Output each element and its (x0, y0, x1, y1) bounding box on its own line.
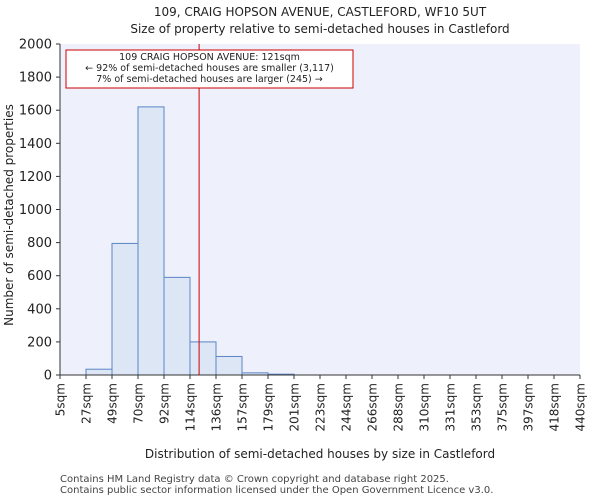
annotation-line3: 7% of semi-detached houses are larger (2… (96, 74, 323, 85)
x-tick-label: 136sqm (210, 383, 224, 431)
footer-line1: Contains HM Land Registry data © Crown c… (60, 474, 449, 485)
y-tick-label: 1800 (19, 71, 52, 86)
x-tick-label: 266sqm (366, 383, 380, 431)
y-tick-label: 800 (27, 236, 52, 251)
x-tick-label: 114sqm (184, 383, 198, 431)
y-tick-label: 1400 (19, 137, 52, 152)
x-tick-label: 223sqm (314, 383, 328, 431)
x-tick-label: 310sqm (418, 383, 432, 431)
x-tick-label: 353sqm (470, 383, 484, 431)
footer-line2: Contains public sector information licen… (60, 485, 494, 496)
x-tick-label: 70sqm (132, 383, 146, 424)
x-tick-label: 201sqm (288, 383, 302, 431)
annotation-line2: ← 92% of semi-detached houses are smalle… (85, 63, 334, 74)
x-tick-label: 157sqm (236, 383, 250, 431)
x-axis-label: Distribution of semi-detached houses by … (145, 447, 495, 461)
y-tick-label: 1000 (19, 203, 52, 218)
x-tick-label: 440sqm (574, 383, 588, 431)
x-tick-label: 49sqm (106, 383, 120, 424)
x-tick-label: 418sqm (548, 383, 562, 431)
y-tick-label: 600 (27, 269, 52, 284)
x-tick-label: 5sqm (54, 383, 68, 416)
bar-114sqm (189, 341, 217, 376)
bar-49sqm (111, 242, 139, 376)
y-tick-label: 2000 (19, 38, 52, 53)
annotation-line1: 109 CRAIG HOPSON AVENUE: 121sqm (119, 52, 300, 63)
x-tick-label: 331sqm (444, 383, 458, 431)
x-tick-label: 27sqm (80, 383, 94, 424)
chart-title-line2: Size of property relative to semi-detach… (130, 22, 509, 36)
annotation-box: 109 CRAIG HOPSON AVENUE: 121sqm ← 92% of… (65, 49, 354, 89)
bar-92sqm (163, 276, 191, 376)
bar-70sqm (137, 106, 165, 376)
y-tick-label: 1600 (19, 104, 52, 119)
x-tick-label: 397sqm (522, 383, 536, 431)
y-axis-label: Number of semi-detached properties (2, 104, 16, 326)
x-tick-label: 179sqm (262, 383, 276, 431)
x-tick-label: 92sqm (158, 383, 172, 424)
annotation-frame (65, 49, 354, 89)
y-tick-label: 400 (27, 302, 52, 317)
bar-27sqm (85, 368, 113, 376)
y-tick-label: 200 (27, 335, 52, 350)
y-tick-label: 1200 (19, 170, 52, 185)
x-tick-label: 244sqm (340, 383, 354, 431)
x-tick-label: 375sqm (496, 383, 510, 431)
bar-136sqm (215, 355, 243, 376)
x-tick-label: 288sqm (392, 383, 406, 431)
chart-title-line1: 109, CRAIG HOPSON AVENUE, CASTLEFORD, WF… (154, 5, 487, 19)
y-tick-label: 0 (44, 369, 52, 384)
